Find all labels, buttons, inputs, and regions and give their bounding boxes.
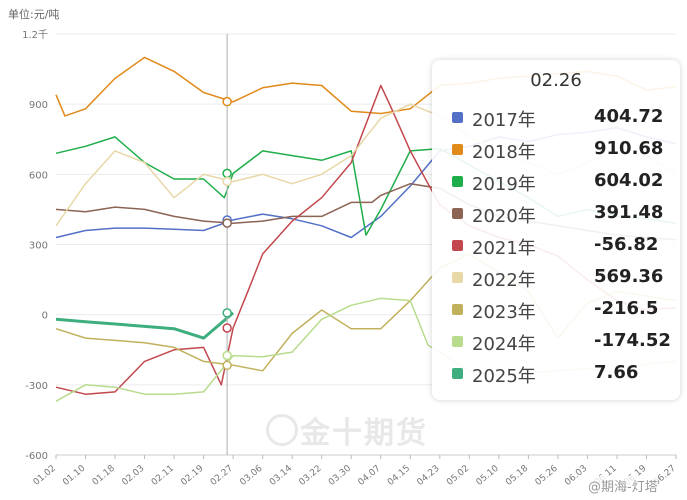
y-axis: 1.2千 900 600 300 0 -300 -600 — [22, 29, 48, 462]
watermark: 金十期货 — [300, 416, 428, 451]
legend-swatch — [452, 368, 463, 379]
x-tick-label: 01.02 — [32, 464, 58, 488]
cursor-point — [222, 308, 232, 318]
tooltip-series-value: -56.82 — [594, 234, 659, 255]
x-tick-label: 01.10 — [61, 463, 87, 487]
tooltip-series-value: 7.66 — [594, 362, 639, 383]
x-tick-label: 01.18 — [91, 463, 117, 487]
cursor-point — [222, 323, 232, 333]
x-tick-label: 05.10 — [475, 463, 501, 487]
tooltip-series-name: 2025年 — [472, 366, 536, 387]
tooltip-series-value: 910.68 — [594, 138, 664, 159]
source-tag: @期海-灯塔 — [588, 476, 658, 495]
tooltip-series-name: 2024年 — [472, 334, 536, 355]
x-axis: 01.02 01.10 01.18 02.03 02.11 02.19 02.27 03.06… — [32, 454, 678, 488]
tooltip-series-name: 2018年 — [472, 142, 536, 163]
x-tick-label: 04.23 — [416, 464, 442, 488]
tooltip-series-value: 404.72 — [594, 106, 664, 127]
tooltip-row: 2018年 910.68 — [452, 138, 667, 163]
unit-label: 单位:元/吨 — [8, 8, 60, 21]
y-tick-label: 600 — [29, 170, 48, 181]
x-tick-label: 02.27 — [209, 464, 235, 488]
x-tick-label: 05.02 — [445, 464, 471, 488]
tooltip-series-value: -174.52 — [594, 330, 671, 351]
x-tick-label: 02.19 — [179, 463, 205, 487]
x-tick-label: 02.03 — [120, 464, 146, 488]
tooltip-series-value: -216.5 — [594, 298, 659, 319]
series-line — [55, 311, 235, 340]
y-tick-label: 1.2千 — [22, 29, 48, 41]
legend-swatch — [452, 144, 463, 155]
y-tick-label: -600 — [25, 451, 48, 462]
tooltip-series-name: 2023年 — [472, 302, 536, 323]
y-tick-label: 900 — [29, 100, 48, 111]
tooltip-series-value: 569.36 — [594, 266, 664, 287]
x-tick-label: 06.03 — [563, 464, 589, 488]
x-tick-label: 03.14 — [268, 463, 294, 487]
y-tick-label: -300 — [25, 381, 48, 392]
legend-swatch — [452, 112, 463, 123]
cursor-point — [222, 350, 232, 361]
y-tick-label: 0 — [42, 311, 48, 322]
x-tick-label: 04.15 — [386, 464, 412, 488]
legend-swatch — [452, 304, 463, 315]
legend-swatch — [452, 336, 463, 347]
tooltip-date: 02.26 — [530, 70, 582, 91]
x-tick-label: 05.26 — [534, 463, 560, 487]
x-tick-label: 03.30 — [327, 463, 353, 487]
tooltip-row: 2024年 -174.52 — [452, 330, 671, 355]
y-tick-label: 300 — [29, 241, 48, 252]
tooltip-row: 2025年 7.66 — [452, 362, 667, 387]
tooltip-series-name: 2017年 — [472, 110, 536, 131]
cursor-line — [222, 34, 232, 455]
tooltip-row: 2022年 569.36 — [452, 266, 667, 291]
x-tick-label: 02.11 — [150, 464, 176, 488]
cursor-point — [222, 360, 232, 371]
tooltip-row: 2017年 404.72 — [452, 106, 667, 131]
legend-swatch — [452, 272, 463, 283]
tooltip-series-value: 604.02 — [594, 170, 664, 191]
tooltip-row: 2023年 -216.5 — [452, 298, 667, 323]
tooltip-row: 2019年 604.02 — [452, 170, 667, 195]
cursor-point — [222, 168, 232, 179]
cursor-point — [222, 176, 232, 187]
tooltip-series-name: 2022年 — [472, 270, 536, 291]
tooltip-series-name: 2020年 — [472, 206, 536, 227]
cursor-point — [222, 218, 232, 228]
x-tick-label: 04.07 — [357, 464, 383, 488]
tooltip-series-value: 391.48 — [594, 202, 664, 223]
tooltip-row: 2021年 -56.82 — [452, 234, 667, 259]
x-tick-label: 03.06 — [238, 463, 264, 487]
tooltip-panel: 02.26 2017年 404.72 2018年 910.68 2019年 604.02 2… — [432, 60, 680, 400]
legend-swatch — [452, 208, 463, 219]
tooltip-series-name: 2021年 — [472, 238, 536, 259]
cursor-point — [222, 96, 232, 107]
tooltip-series-name: 2019年 — [472, 174, 536, 195]
x-tick-label: 03.22 — [297, 464, 323, 488]
watermark-logo-icon — [266, 414, 298, 446]
legend-swatch — [452, 176, 463, 187]
legend-swatch — [452, 240, 463, 251]
tooltip-row: 2020年 391.48 — [452, 202, 667, 227]
x-tick-label: 05.18 — [504, 463, 530, 487]
